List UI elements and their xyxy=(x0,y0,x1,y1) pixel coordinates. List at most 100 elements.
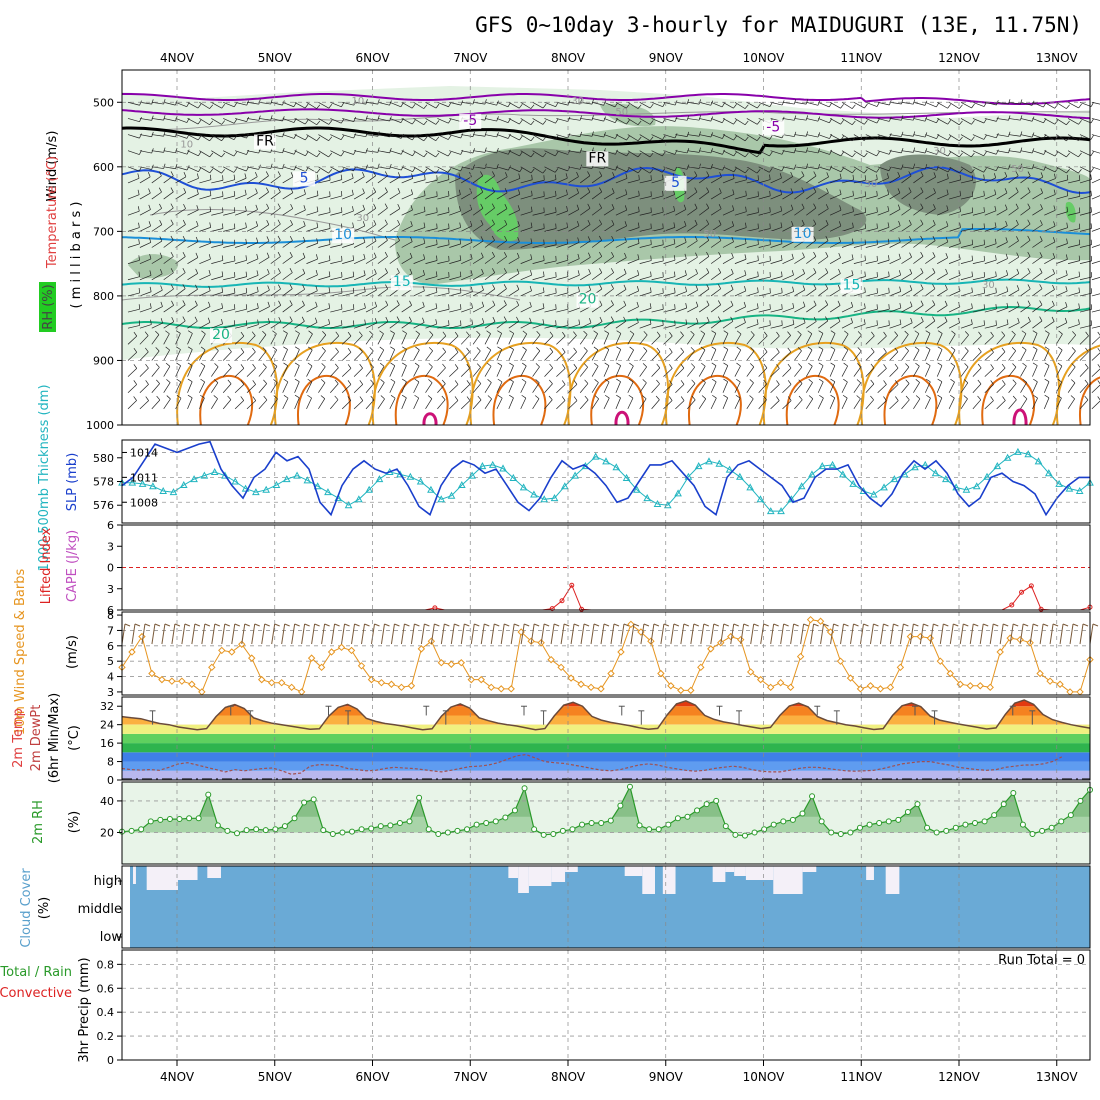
rh2m-unit: (%) xyxy=(67,811,82,834)
wind-barb xyxy=(1079,134,1094,140)
wind-barb xyxy=(199,101,214,109)
wind-barb xyxy=(913,235,924,248)
wind-barb xyxy=(580,131,594,137)
wind-barb xyxy=(829,378,836,393)
wind-barb xyxy=(532,347,541,361)
ytick-label: 32 xyxy=(100,700,114,713)
rh2m-point xyxy=(396,820,403,826)
wind-barb xyxy=(353,188,365,200)
wind-barb xyxy=(925,172,937,184)
wind-barb xyxy=(627,346,634,361)
isotherm-label: 5 xyxy=(671,175,680,191)
wind-barb xyxy=(960,331,969,345)
wind10-point xyxy=(756,675,765,684)
wind-barb xyxy=(353,270,366,281)
wind-barb xyxy=(722,134,737,141)
cape-label: CAPE (J/kg) xyxy=(65,530,80,602)
ytick-label: 4 xyxy=(107,671,114,684)
thickness-point xyxy=(880,483,888,491)
wind-barb xyxy=(401,378,407,393)
wind-barb xyxy=(817,252,829,264)
wind-barb xyxy=(1008,171,1019,184)
wind10-barb-flag xyxy=(743,623,749,627)
thickness-point xyxy=(437,495,446,503)
ytick-label: 3 xyxy=(107,583,114,596)
wind-barb xyxy=(258,363,267,377)
wind-barb xyxy=(877,238,890,248)
wind10-barb xyxy=(550,623,555,645)
date-label-bottom: 12NOV xyxy=(938,1070,980,1084)
wind-barb xyxy=(687,330,695,345)
wind-barb xyxy=(925,188,936,200)
wind-barb xyxy=(603,165,618,171)
lifted-index-point xyxy=(549,606,555,612)
wind-barb xyxy=(151,301,163,313)
thickness-point xyxy=(1044,469,1053,477)
thickness-point xyxy=(746,483,755,491)
wind-barb xyxy=(817,362,824,377)
wind-barb xyxy=(972,207,985,216)
wind-barb xyxy=(853,166,868,174)
wind-barb xyxy=(484,316,496,329)
wind-barb xyxy=(1068,175,1081,184)
cloud-gap-high xyxy=(734,866,746,876)
wind10-point xyxy=(1046,677,1054,685)
wind10-barb-flag xyxy=(833,623,839,627)
wind-barb xyxy=(401,101,416,109)
wind-barb xyxy=(937,166,952,173)
wind-barb xyxy=(556,222,569,232)
thickness-point xyxy=(509,473,518,481)
wind-barb xyxy=(318,239,331,248)
wind-barb xyxy=(877,133,892,139)
wind-barb xyxy=(544,255,557,264)
wind-barb xyxy=(746,166,761,174)
wind-barb xyxy=(163,171,174,184)
wind-barb xyxy=(603,252,615,264)
wind-barb xyxy=(984,173,997,184)
wind-barb xyxy=(877,380,887,393)
thickness-point xyxy=(1065,484,1074,492)
wind-barb xyxy=(187,362,193,377)
wind-barb xyxy=(972,166,987,173)
thickness-point xyxy=(416,477,425,485)
thickness-point xyxy=(231,477,240,485)
wind-barb xyxy=(282,187,294,200)
wind-barb xyxy=(1067,166,1082,174)
wind-barb xyxy=(829,189,842,200)
wind-barb xyxy=(1032,204,1043,216)
wind10-barb-flag xyxy=(184,623,191,627)
wind-barb xyxy=(627,394,634,410)
rh2m-point xyxy=(502,814,509,821)
wind-barb xyxy=(782,302,795,313)
wind-barb xyxy=(901,301,913,313)
wind-barb xyxy=(532,331,541,345)
wind-barb xyxy=(163,251,174,264)
wind-barb xyxy=(532,395,540,410)
wind-barb xyxy=(1008,252,1020,264)
wind-barb xyxy=(651,395,660,410)
wind-barb xyxy=(984,238,997,248)
wind10-point xyxy=(956,680,964,688)
wind-barb xyxy=(651,239,664,248)
wind-barb xyxy=(258,187,269,200)
wind-barb xyxy=(496,394,503,410)
wind10-barb xyxy=(780,623,785,645)
wind-barb xyxy=(948,222,961,232)
wind-barb xyxy=(544,101,559,108)
thickness-point xyxy=(921,460,930,468)
wind-barb xyxy=(782,363,792,377)
wind-barb xyxy=(687,236,698,248)
wind-barb xyxy=(865,272,878,281)
rh2m-point xyxy=(837,831,844,838)
wind10-point xyxy=(766,683,775,692)
wind-barb xyxy=(175,346,181,361)
wind-barb xyxy=(865,288,878,297)
wind-barb xyxy=(532,150,547,158)
wind-barb xyxy=(187,150,202,157)
wind-barb xyxy=(948,118,963,126)
wind-barb xyxy=(579,187,591,200)
wind10-barb xyxy=(620,623,625,645)
wind-barb xyxy=(794,317,806,329)
wind-barb xyxy=(211,271,224,281)
thickness-point xyxy=(221,471,229,479)
